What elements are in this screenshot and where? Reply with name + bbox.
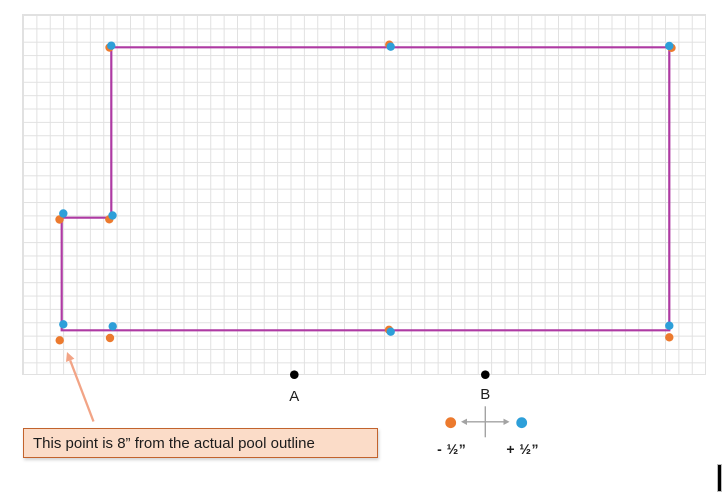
minus-half-point	[55, 336, 64, 345]
legend-plus-label: + ½”	[506, 441, 540, 457]
legend-minus-dot	[445, 417, 457, 429]
reference-point-a	[290, 370, 299, 380]
annotation-arrow-head	[66, 352, 75, 363]
minus-half-point	[665, 333, 674, 342]
legend-arrow-left-head	[461, 418, 467, 425]
text-cursor	[717, 464, 722, 492]
legend-minus-label: - ½”	[437, 441, 467, 457]
legend-arrow-right-head	[503, 418, 510, 425]
reference-label-b: B	[480, 385, 491, 403]
minus-half-point	[55, 215, 64, 224]
annotation-callout: This point is 8” from the actual pool ou…	[23, 428, 378, 458]
plus-half-point	[665, 321, 674, 330]
plus-half-point	[59, 209, 68, 218]
pool-outline-path	[60, 46, 671, 332]
reference-label-a: A	[289, 387, 300, 405]
plus-half-point	[108, 322, 117, 331]
reference-point-b	[481, 370, 490, 380]
plus-half-point	[59, 320, 68, 329]
plus-half-point	[107, 41, 116, 50]
plus-half-point	[665, 41, 674, 51]
grid	[22, 14, 706, 375]
legend-plus-dot	[516, 417, 528, 429]
plus-half-point	[108, 211, 117, 220]
minus-half-point	[105, 333, 115, 343]
annotation-text: This point is 8” from the actual pool ou…	[33, 434, 315, 452]
annotation-arrow	[69, 359, 95, 422]
plus-half-point	[386, 327, 395, 336]
plus-half-point	[386, 42, 395, 51]
